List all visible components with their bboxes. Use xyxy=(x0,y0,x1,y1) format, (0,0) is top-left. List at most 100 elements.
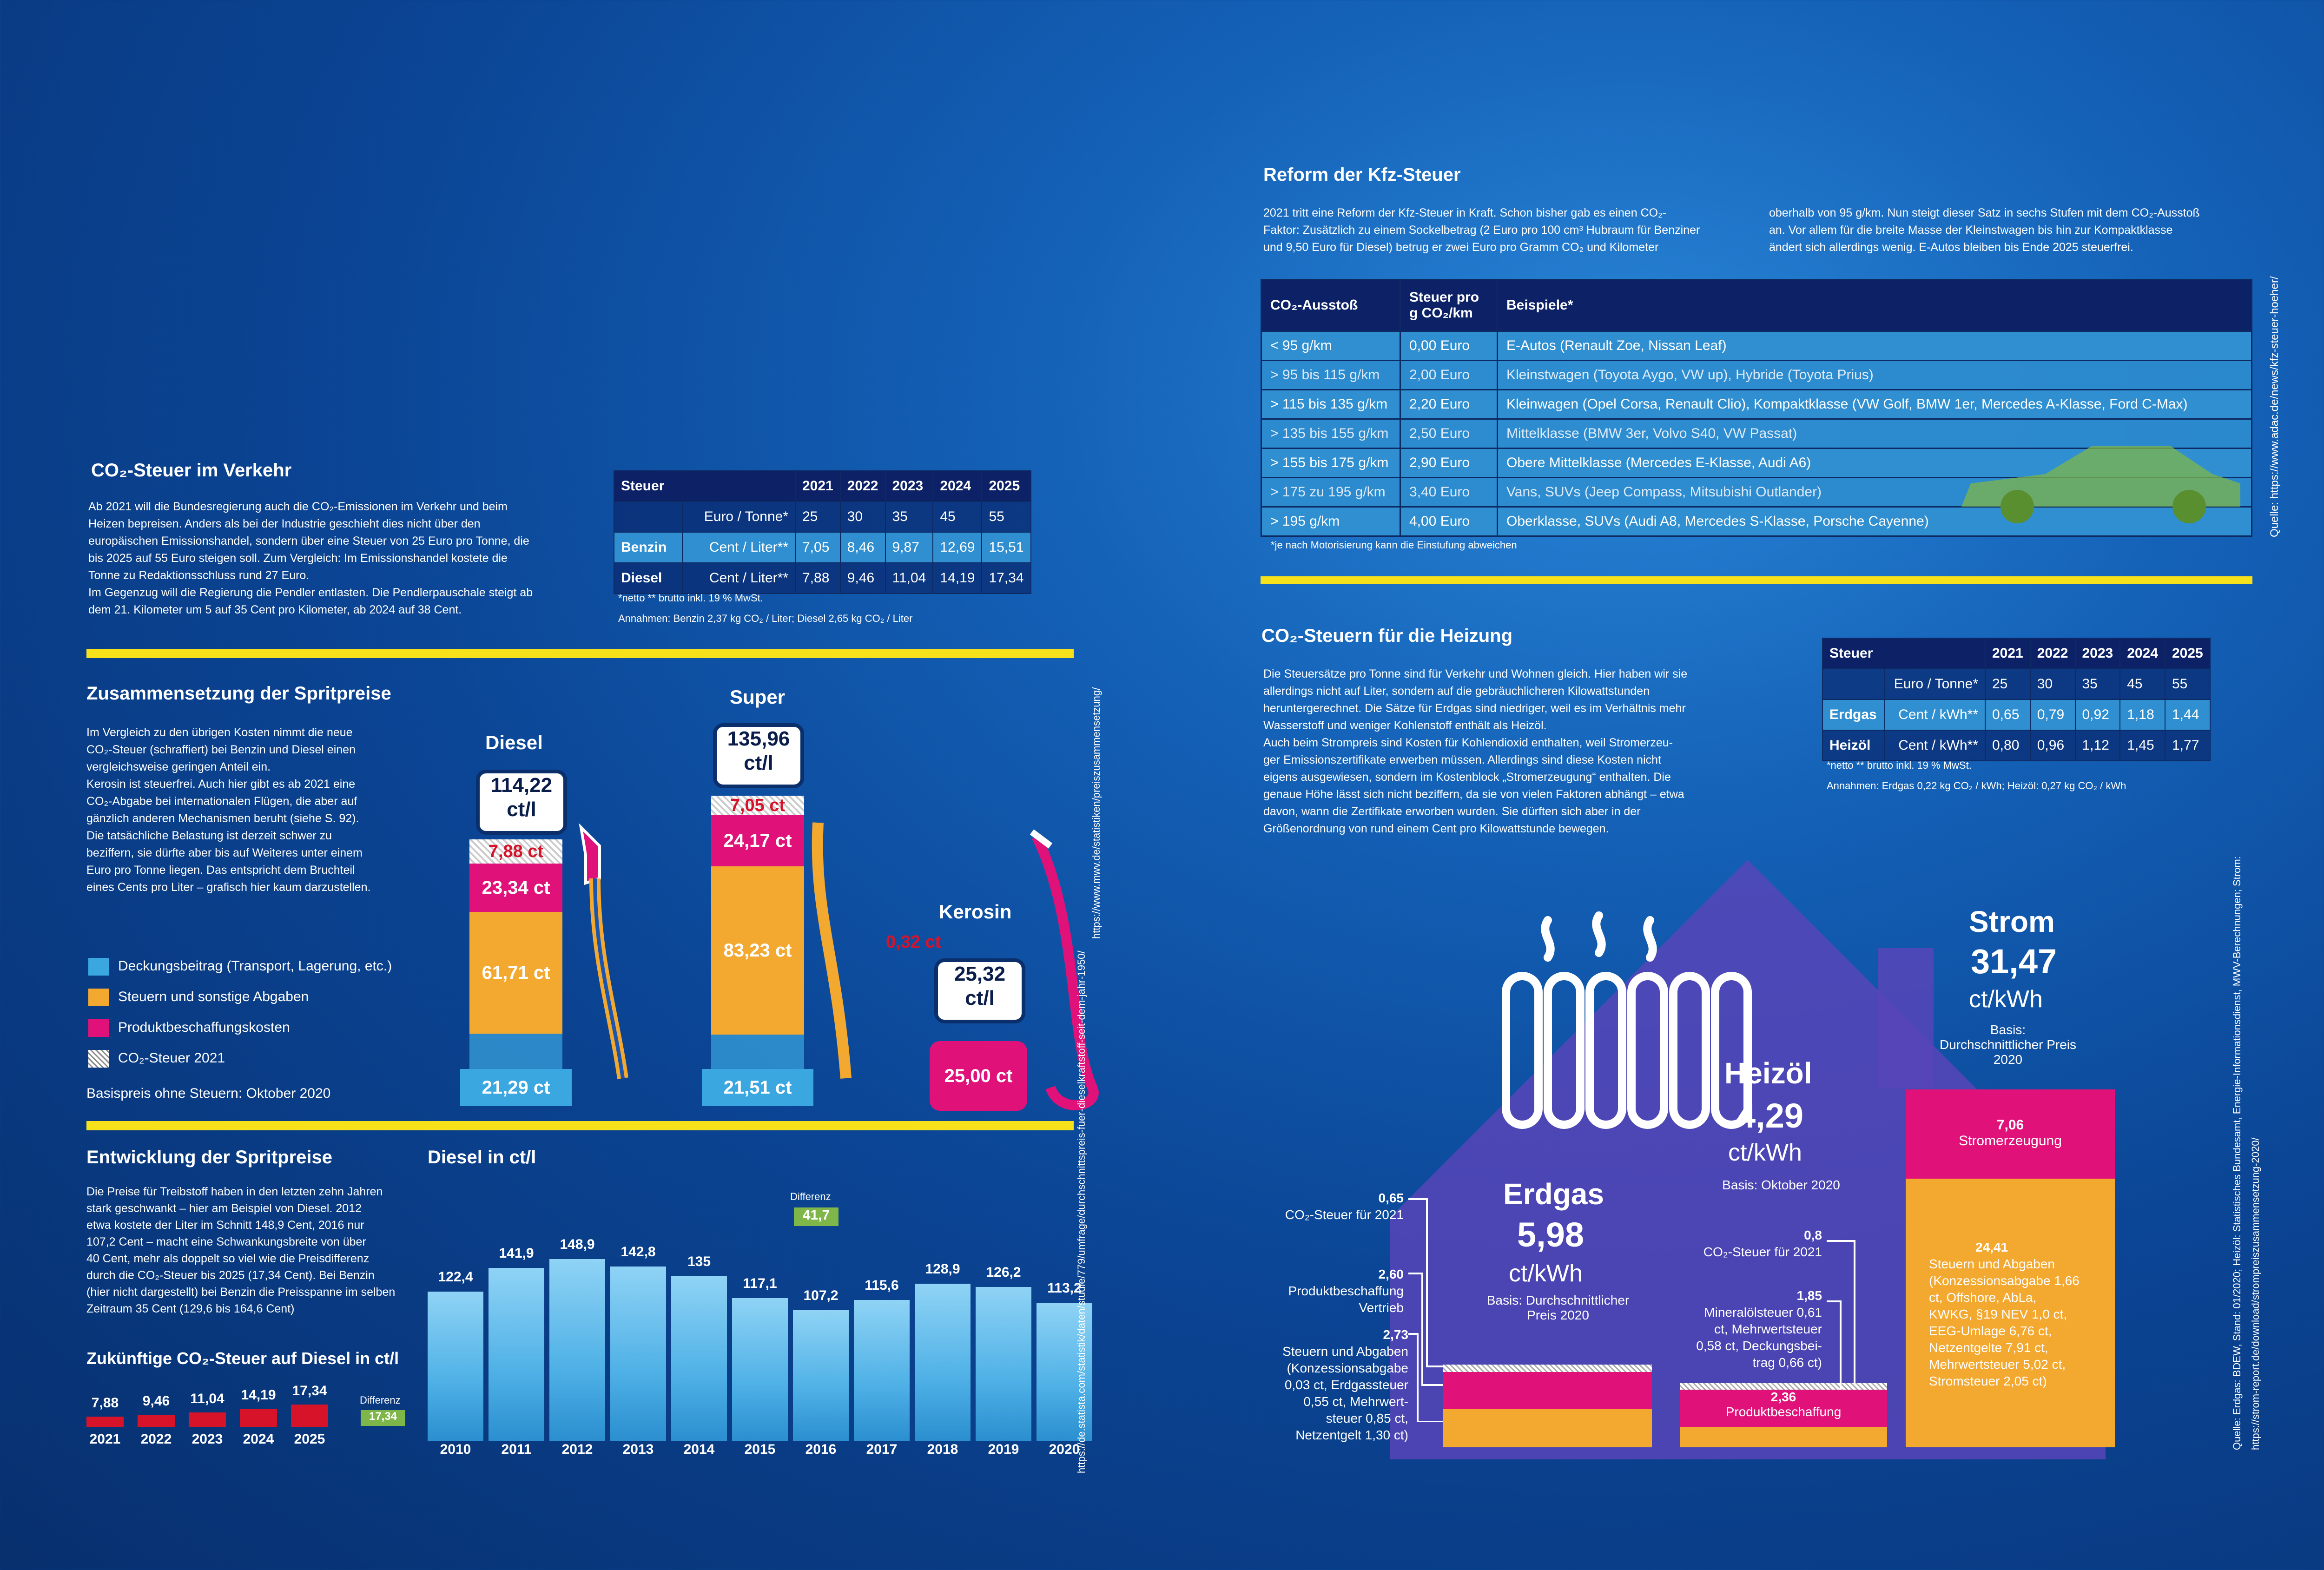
text-line: Die Steuersätze pro Tonne sind für Verke… xyxy=(1263,667,1688,680)
text-line: beziffern, sie dürfte aber bis auf Weite… xyxy=(86,846,363,859)
label: KWKG, §19 NEV 1,0 ct, xyxy=(1929,1307,2067,1321)
kerosin-label: Kerosin xyxy=(939,901,1012,923)
kfz-text-left: 2021 tritt eine Reform der Kfz-Steuer in… xyxy=(1263,204,1765,256)
cell: 1,45 xyxy=(2119,730,2166,761)
diesel-year-label: 2016 xyxy=(805,1442,837,1457)
legend-label: Produktbeschaffungskosten xyxy=(118,1020,290,1035)
value: 7,06 xyxy=(1996,1117,2024,1133)
label: Produktbeschaffung xyxy=(1288,1284,1404,1298)
co2-bar-2022 xyxy=(138,1414,175,1427)
super-steuern-segment: 83,23 ct xyxy=(711,866,804,1035)
heizoel-co2-label: 0,8 CO₂-Steuer für 2021 xyxy=(1673,1227,1822,1260)
cell: 2,50 Euro xyxy=(1400,418,1498,449)
table-header: CO₂-Ausstoß xyxy=(1261,279,1401,332)
cell: 11,04 xyxy=(885,562,934,594)
cell: 1,12 xyxy=(2074,730,2121,761)
diesel-bar-label: 141,9 xyxy=(499,1245,534,1261)
text-line: davon, wann die Zertifikate erworben wur… xyxy=(1263,805,1641,818)
heizoel-co2-bar xyxy=(1680,1383,1887,1390)
text-line: eigens ausgewiesen, sondern im Kostenblo… xyxy=(1263,771,1671,784)
cell: 2,20 Euro xyxy=(1400,389,1498,420)
co2-year-label: 2024 xyxy=(243,1431,274,1447)
cell: 15,51 xyxy=(981,532,1031,563)
diesel-bar-2017 xyxy=(854,1300,910,1441)
diesel-label: Diesel xyxy=(485,732,543,753)
kfz-text-right: oberhalb von 95 g/km. Nun steigt dieser … xyxy=(1769,204,2262,256)
diesel-year-label: 2019 xyxy=(988,1442,1019,1457)
row-unit: Cent / Liter** xyxy=(682,532,796,563)
cell: 35 xyxy=(885,501,934,533)
text-line: ändert sich allerdings wenig. E-Autos bl… xyxy=(1769,241,2133,254)
legend-item: Deckungsbeitrag (Transport, Lagerung, et… xyxy=(88,951,392,982)
kerosin-hose-icon xyxy=(1030,829,1099,1110)
cell: 1,77 xyxy=(2165,730,2211,761)
super-deckung-segment: 21,51 ct xyxy=(702,1069,813,1106)
diesel-bar-2010 xyxy=(428,1291,483,1441)
text-line: Ab 2021 will die Bundesregierung auch di… xyxy=(88,500,508,513)
heizoel-steuern-bar xyxy=(1680,1427,1887,1447)
text-line: stark geschwankt – hier am Beispiel von … xyxy=(86,1202,362,1215)
row-unit: Cent / kWh** xyxy=(1884,730,1986,761)
text-line: gänzlich anderen Mechanismen beruht (sie… xyxy=(86,812,359,825)
text-line: ger Emissionszertifikate erwerben müssen… xyxy=(1263,753,1661,766)
spritpreise-text: Im Vergleich zu den übrigen Kosten nimmt… xyxy=(86,724,458,896)
heizung-title: CO₂-Steuern für die Heizung xyxy=(1261,626,1513,646)
cell: 55 xyxy=(2165,668,2211,700)
cell: > 135 bis 155 g/km xyxy=(1261,418,1401,449)
legend-item: CO₂-Steuer 2021 xyxy=(88,1043,392,1074)
kfz-title: Reform der Kfz-Steuer xyxy=(1263,165,1461,185)
strom-steuern-bar: 24,41 Steuern und Abgaben (Konzessionsabga… xyxy=(1906,1179,2115,1447)
label: (Konzessionsabgabe 1,66 xyxy=(1929,1273,2080,1288)
entwicklung-text: Die Preise für Treibstoff haben in den l… xyxy=(86,1183,430,1317)
label: Mehrwertsteuer 5,02 ct, xyxy=(1929,1357,2066,1372)
label: EEG-Umlage 6,76 ct, xyxy=(1929,1324,2052,1338)
diesel-bar-2012 xyxy=(549,1259,605,1441)
erdgas-unit: ct/kWh xyxy=(1509,1260,1583,1287)
co2-bar-label: 17,34 xyxy=(292,1383,327,1398)
divider xyxy=(86,1121,1074,1130)
text-line: an. Vor allem für die breite Masse der K… xyxy=(1769,224,2173,237)
year-header: 2025 xyxy=(2165,638,2211,669)
erdgas-prod-label: 2,60 Produktbeschaffung Vertrieb xyxy=(1264,1266,1404,1316)
label: ct, Offshore, AbLa, xyxy=(1929,1290,2037,1305)
diesel-bar-label: 113,2 xyxy=(1047,1280,1082,1296)
diesel-year-label: 2010 xyxy=(440,1442,471,1457)
diesel-steuern-segment: 61,71 ct xyxy=(469,912,562,1034)
zukunft-title: Zukünftige CO₂-Steuer auf Diesel in ct/l xyxy=(86,1349,399,1368)
heizoel-leader-lines xyxy=(1827,1240,1855,1390)
legend: Deckungsbeitrag (Transport, Lagerung, et… xyxy=(88,951,392,1074)
diesel-year-label: 2018 xyxy=(927,1442,958,1457)
diesel-chart: 122,4 2010 141,9 2011 148,9 2012 142,8 2013 135 2… xyxy=(418,1190,1092,1457)
label: ct, Mehrwertsteuer xyxy=(1714,1322,1822,1336)
zukunft-differenz-label: Differenz xyxy=(360,1394,401,1406)
value: 0,8 xyxy=(1804,1228,1822,1242)
co2-bar-2023 xyxy=(189,1412,226,1427)
cell: 0,65 xyxy=(1985,699,2031,731)
cell: 35 xyxy=(2074,668,2121,700)
cell: 9,46 xyxy=(839,562,886,594)
diesel-bar-label: 117,1 xyxy=(743,1275,777,1291)
legend-label: Steuern und sonstige Abgaben xyxy=(118,989,309,1004)
erdgas-co2-bar xyxy=(1443,1365,1652,1372)
cell: 30 xyxy=(839,501,886,533)
cell: > 195 g/km xyxy=(1261,506,1401,537)
differenz-value: 41,7 xyxy=(794,1207,838,1226)
kfz-table: CO₂-Ausstoß Steuer pro g CO₂/km Beispiele*… xyxy=(1261,279,2252,537)
year-header: 2022 xyxy=(839,470,886,502)
row-unit: Cent / kWh** xyxy=(1884,699,1986,731)
text-line: vergleichsweise geringen Anteil ein. xyxy=(86,760,271,773)
co2-verkehr-text: Ab 2021 will die Bundesregierung auch di… xyxy=(88,498,604,619)
strom-basis: Basis: Durchschnittlicher Preis 2020 xyxy=(1939,1022,2077,1067)
text-line: europäischen Emissionshandel, sondern üb… xyxy=(88,534,529,548)
cell: 45 xyxy=(2119,668,2166,700)
co2-year-label: 2025 xyxy=(294,1431,325,1447)
super-pump-base xyxy=(711,1035,804,1069)
strom-value: 31,47 xyxy=(1971,942,2057,981)
text-line: genaue Höhe lässt sich nicht beziffern, … xyxy=(1263,788,1684,801)
value: 2,60 xyxy=(1378,1267,1404,1281)
diesel-year-label: 2012 xyxy=(561,1442,593,1457)
cell: > 95 bis 115 g/km xyxy=(1261,360,1401,390)
co2-verkehr-table: Steuer 2021 2022 2023 2024 2025 Euro / Tonne… xyxy=(613,470,1031,594)
spritpreise-source: https://www.mwv.de/statistiken/preiszusa… xyxy=(1090,687,1102,939)
diesel-deckung-segment: 21,29 ct xyxy=(460,1069,572,1106)
